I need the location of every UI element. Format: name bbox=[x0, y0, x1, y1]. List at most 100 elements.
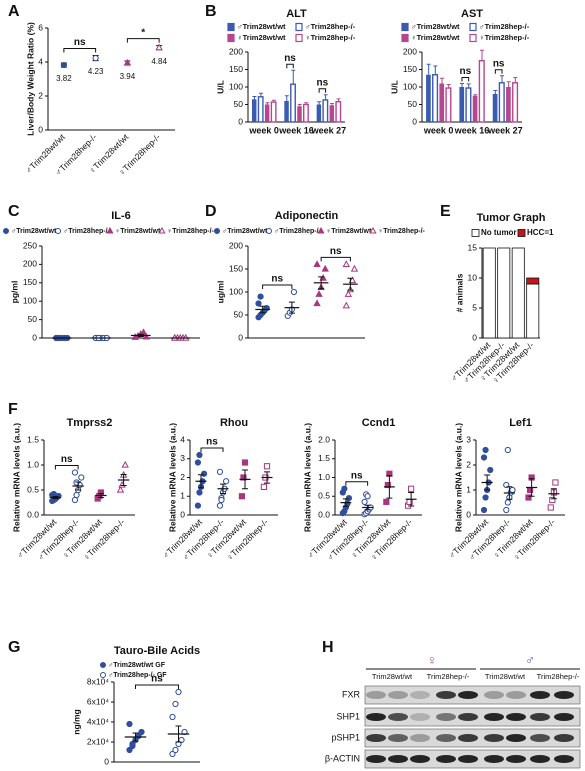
data-point bbox=[364, 493, 371, 500]
data-point bbox=[257, 293, 264, 300]
legend-label: No tumor bbox=[481, 228, 517, 237]
y-axis-label: U/L bbox=[215, 80, 225, 94]
y-tick-label: 1.0 bbox=[27, 459, 39, 469]
y-tick-label: 50 bbox=[234, 99, 244, 109]
blot-band bbox=[436, 755, 456, 763]
y-tick-label: 6x10⁴ bbox=[87, 696, 109, 706]
row-label: SHP1 bbox=[336, 711, 360, 721]
data-point bbox=[169, 713, 176, 721]
y-tick-label: 2 bbox=[180, 472, 185, 482]
row-label: β-ACTIN bbox=[325, 753, 360, 763]
blot-band bbox=[388, 734, 408, 742]
row-label: FXR bbox=[342, 689, 361, 699]
panel-label: F bbox=[8, 401, 18, 418]
data-point bbox=[342, 260, 350, 267]
y-tick-label: 2x10⁴ bbox=[87, 736, 109, 746]
sex-label: ♀ bbox=[427, 652, 437, 667]
significance-label: ns bbox=[317, 77, 329, 88]
bar bbox=[297, 106, 302, 122]
bar-segment bbox=[497, 247, 511, 339]
legend-swatch bbox=[227, 22, 235, 32]
panel-label: D bbox=[205, 203, 217, 220]
legend-swatch bbox=[227, 33, 235, 43]
significance-label: ns bbox=[74, 37, 86, 48]
legend-label: ♀Trim28hep-/- bbox=[479, 33, 530, 42]
panel-label: B bbox=[205, 3, 217, 20]
y-tick-label: 100 bbox=[229, 286, 243, 296]
legend-label: ♀Trim28hep-/- bbox=[305, 33, 356, 42]
legend-label: ♀Trim28wt/wt bbox=[326, 228, 372, 235]
y-axis-label: pg/ml bbox=[9, 281, 19, 304]
mean-marker bbox=[92, 54, 99, 62]
data-point bbox=[255, 300, 262, 307]
significance-bracket bbox=[320, 256, 351, 262]
legend-label: ♂Trim28wt/wt bbox=[237, 22, 286, 31]
legend-swatch bbox=[295, 22, 303, 32]
legend-label: ♂Trim28wt/wt bbox=[11, 228, 57, 235]
bar bbox=[322, 99, 329, 123]
chart-title: Adiponectin bbox=[275, 210, 339, 222]
data-point bbox=[361, 498, 368, 505]
blot-band bbox=[530, 755, 550, 763]
blot-band bbox=[436, 713, 456, 721]
legend-swatch bbox=[401, 22, 409, 32]
bar bbox=[426, 74, 431, 122]
blot-band bbox=[484, 691, 504, 699]
y-tick-label: 100 bbox=[403, 81, 417, 91]
bar bbox=[459, 87, 465, 122]
data-point bbox=[121, 460, 129, 468]
error-bar bbox=[506, 81, 511, 87]
data-point bbox=[503, 506, 510, 514]
data-point bbox=[78, 474, 85, 481]
blot-band bbox=[458, 755, 478, 763]
legend-label: ♂Trim28hep-/- bbox=[479, 22, 530, 31]
significance-bracket bbox=[63, 48, 97, 53]
data-point bbox=[319, 274, 327, 281]
y-tick-label: 150 bbox=[403, 64, 417, 74]
data-point bbox=[509, 486, 516, 494]
blot-band bbox=[484, 713, 504, 721]
y-tick-label: 0.5 bbox=[318, 491, 330, 501]
y-tick-label: 3 bbox=[180, 453, 185, 463]
y-axis-label: Liver/Body Weight Ratio (%) bbox=[25, 22, 35, 136]
data-point bbox=[216, 468, 224, 475]
error-bar bbox=[252, 95, 257, 100]
y-tick-label: 200 bbox=[403, 46, 417, 56]
y-tick-label: 1.5 bbox=[318, 453, 330, 463]
legend-marker bbox=[317, 226, 325, 234]
y-tick-label: 0 bbox=[104, 756, 109, 766]
bar bbox=[472, 95, 478, 122]
significance-label: ns bbox=[61, 454, 73, 465]
bar-segment bbox=[511, 247, 525, 339]
y-tick-label: 15 bbox=[468, 242, 478, 252]
data-point bbox=[290, 288, 298, 296]
bar bbox=[257, 96, 264, 123]
data-point bbox=[181, 728, 188, 736]
data-point bbox=[200, 470, 208, 477]
panel-label: G bbox=[8, 639, 20, 656]
data-point bbox=[196, 451, 203, 459]
data-point bbox=[525, 494, 532, 501]
blot-band bbox=[506, 755, 526, 763]
significance-bracket bbox=[494, 69, 503, 74]
blot-band bbox=[506, 691, 526, 699]
bar bbox=[432, 74, 439, 123]
data-point bbox=[321, 264, 329, 272]
x-tick-label: week 0 bbox=[248, 125, 279, 135]
y-tick-label: 0 bbox=[466, 509, 471, 519]
legend-swatch bbox=[517, 229, 526, 237]
bar bbox=[465, 87, 472, 123]
legend-marker bbox=[214, 228, 220, 234]
error-bar bbox=[493, 90, 498, 94]
legend-label: ♂Trim28wt/wt bbox=[222, 228, 268, 235]
blot-band bbox=[388, 755, 408, 763]
bar bbox=[251, 99, 257, 122]
bar bbox=[335, 100, 342, 123]
legend-marker bbox=[55, 228, 61, 234]
bar bbox=[284, 101, 289, 122]
error-bar bbox=[336, 98, 341, 102]
y-tick-label: 0 bbox=[38, 124, 43, 134]
data-point bbox=[350, 264, 359, 272]
y-axis-label: Relative mRNA levels (a.u.) bbox=[453, 423, 463, 532]
data-point bbox=[194, 502, 202, 509]
